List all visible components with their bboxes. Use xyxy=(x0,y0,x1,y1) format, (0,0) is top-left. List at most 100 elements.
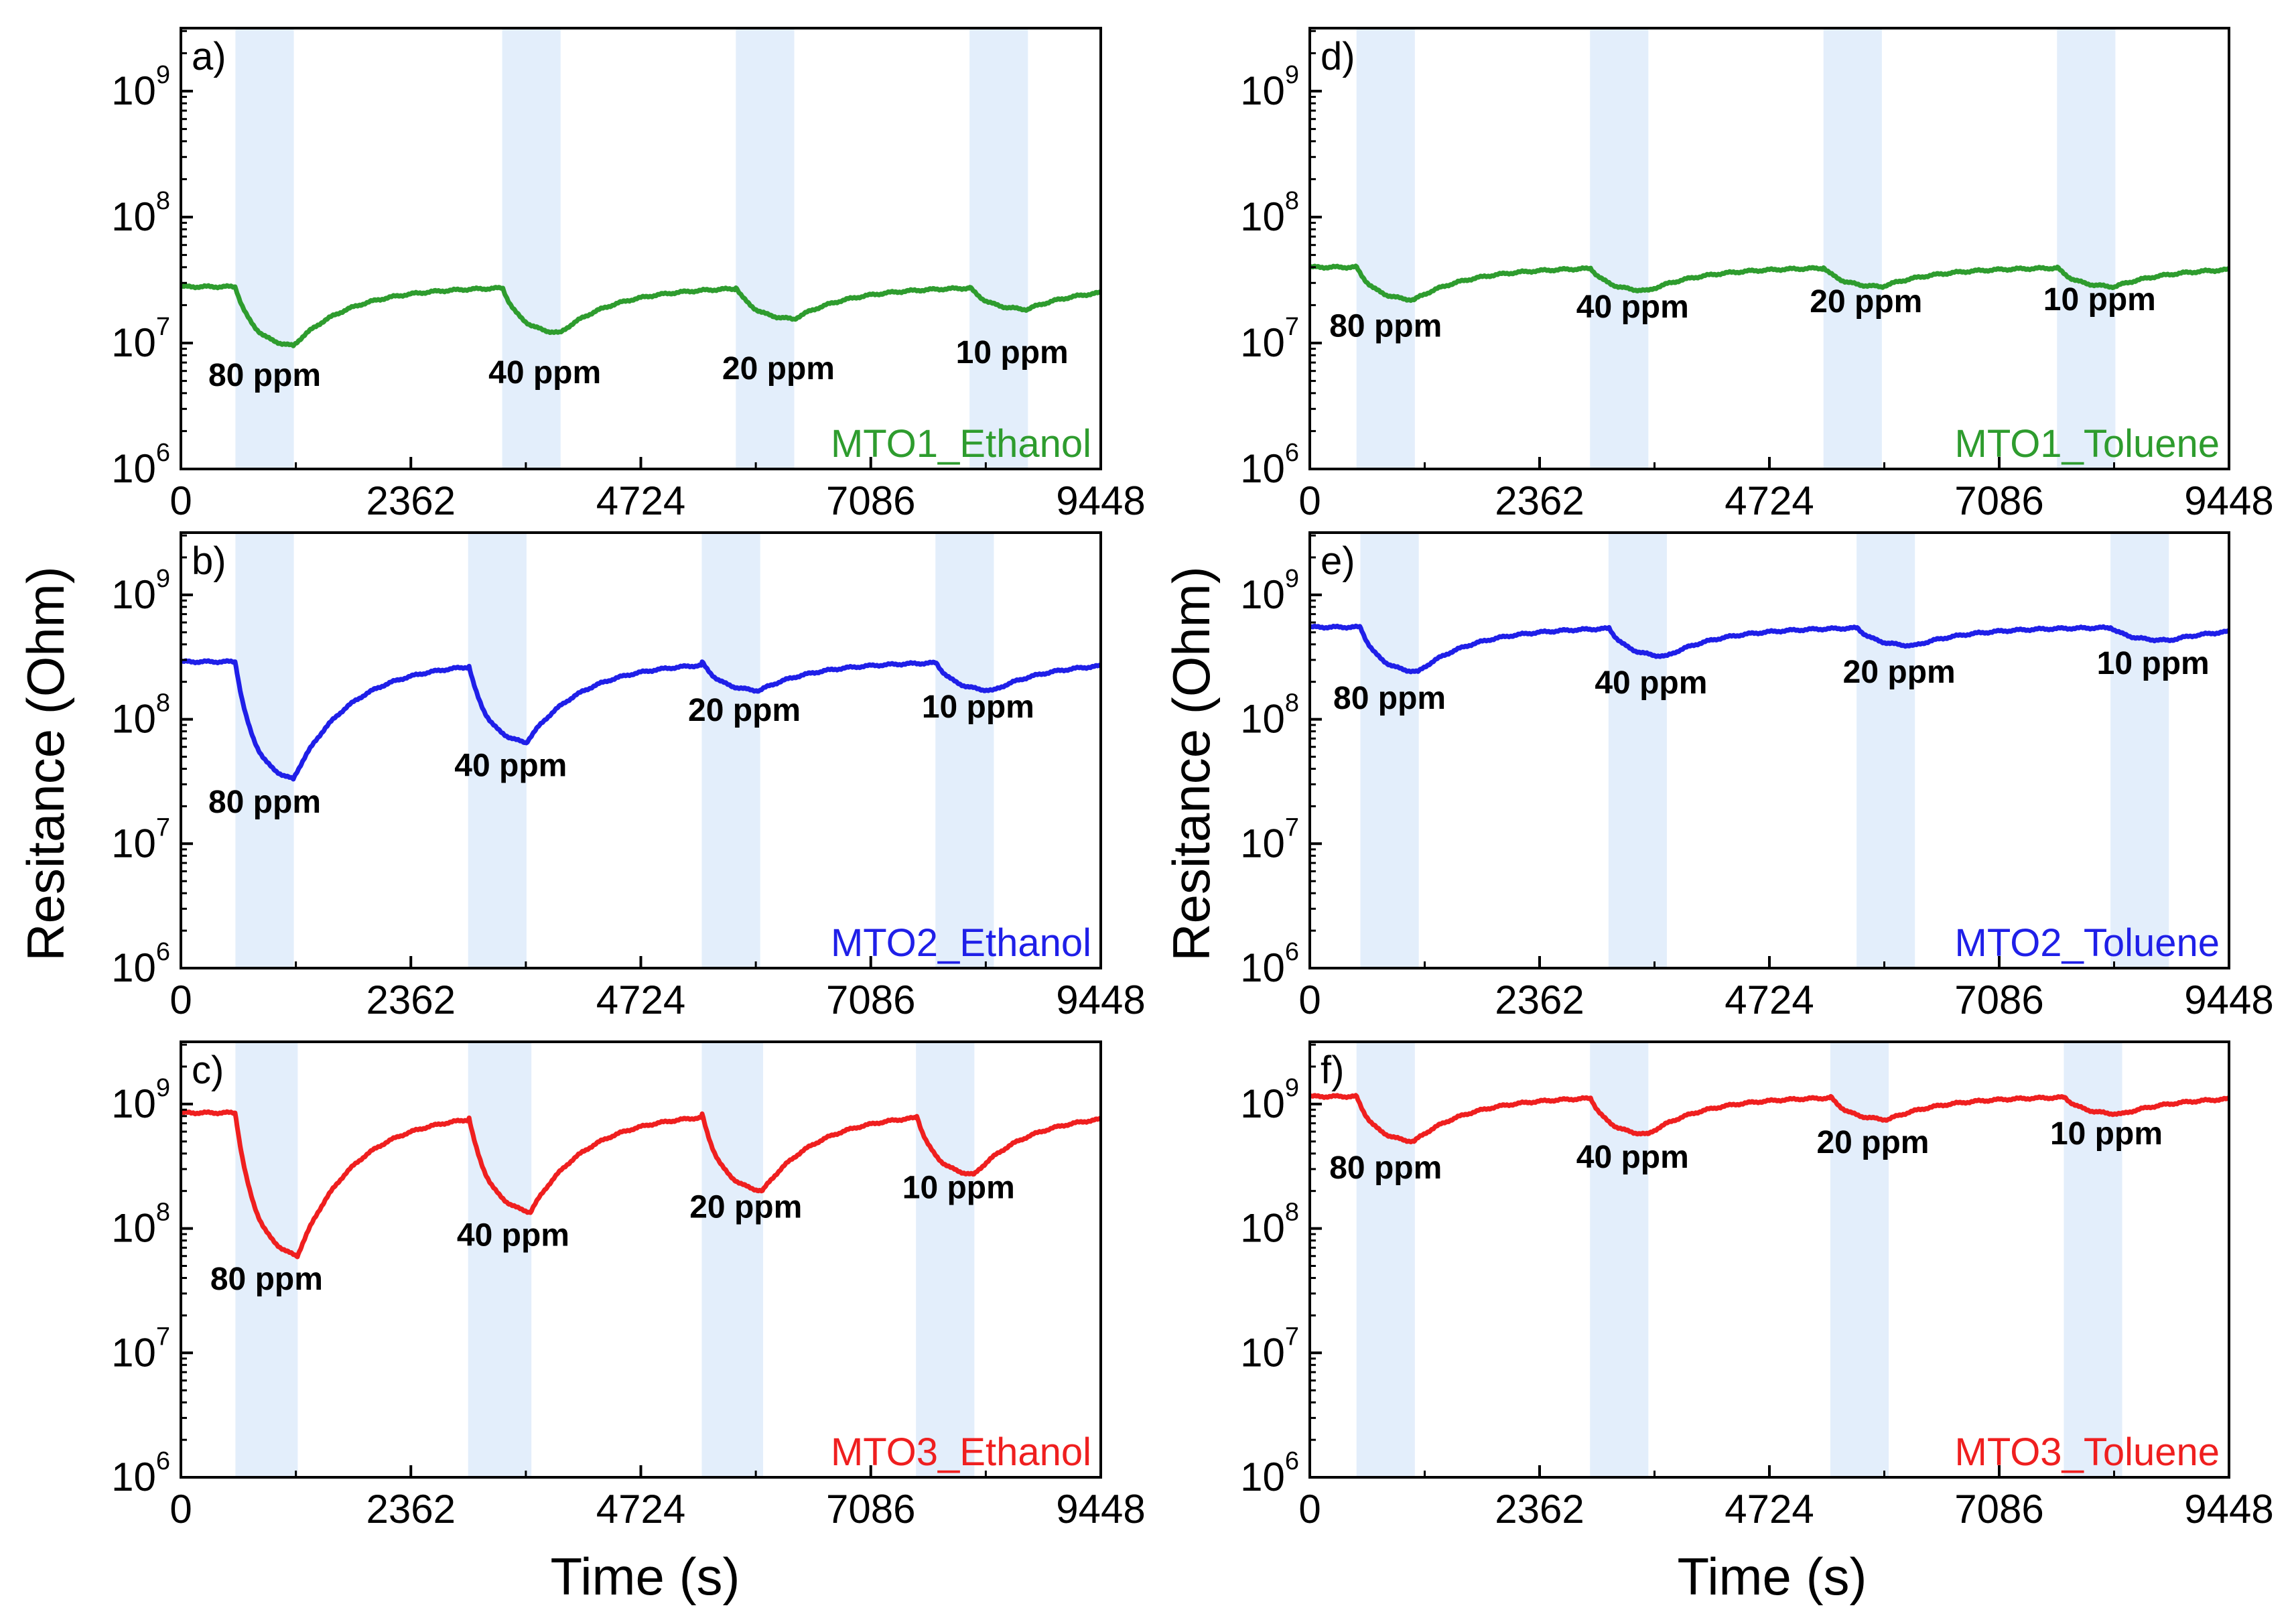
y-tick-label: 106 xyxy=(111,439,170,491)
y-axis-title-right: Resitance (Ohm) xyxy=(1162,566,1221,961)
y-tick-label: 106 xyxy=(1240,1447,1299,1499)
y-tick-label: 109 xyxy=(1240,565,1299,617)
x-tick-label: 7086 xyxy=(826,977,915,1022)
concentration-label: 40 ppm xyxy=(488,355,601,391)
data-series-line xyxy=(1308,263,2230,303)
x-tick-label: 0 xyxy=(1298,478,1321,523)
concentration-label: 40 ppm xyxy=(454,748,567,783)
exposure-band-4 xyxy=(2064,1042,2122,1477)
y-tick-label: 109 xyxy=(111,61,170,113)
sample-label: MTO3_Ethanol xyxy=(831,1430,1091,1474)
x-tick-label: 9448 xyxy=(1056,1487,1145,1532)
concentration-label: 80 ppm xyxy=(1333,681,1446,716)
y-tick-label: 107 xyxy=(1240,813,1299,866)
y-tick-label: 108 xyxy=(111,689,170,742)
concentration-label: 10 ppm xyxy=(922,689,1034,725)
y-tick-label: 106 xyxy=(1240,938,1299,990)
concentration-label: 80 ppm xyxy=(208,358,321,393)
exposure-band-1 xyxy=(1356,1042,1415,1477)
concentration-label: 40 ppm xyxy=(1576,1140,1689,1175)
y-tick-label: 107 xyxy=(1240,313,1299,365)
panel-letter: d) xyxy=(1321,35,1355,78)
x-tick-label: 2362 xyxy=(366,1487,456,1532)
exposure-band-4 xyxy=(2057,28,2116,469)
sample-label: MTO1_Toluene xyxy=(1955,422,2220,466)
concentration-label: 80 ppm xyxy=(208,785,321,820)
sample-label: MTO1_Ethanol xyxy=(831,422,1091,466)
y-tick-label: 109 xyxy=(1240,1074,1299,1126)
exposure-band-4 xyxy=(916,1042,975,1477)
exposure-band-3 xyxy=(701,1042,764,1477)
exposure-band-1 xyxy=(1356,28,1415,469)
data-series-line xyxy=(1308,1093,2230,1144)
exposure-band-2 xyxy=(1608,533,1667,968)
concentration-label: 80 ppm xyxy=(1329,309,1442,344)
sample-label: MTO2_Ethanol xyxy=(831,921,1091,965)
y-tick-label: 108 xyxy=(1240,1199,1299,1251)
chart-panel-f: 106 107 108 109 0 2362 4724 7086 9448 f) MTO3_Tolu… xyxy=(1240,1040,2274,1532)
x-tick-label: 4724 xyxy=(596,1487,685,1532)
x-tick-label: 0 xyxy=(170,1487,192,1532)
x-tick-label: 7086 xyxy=(826,1487,915,1532)
exposure-band-3 xyxy=(736,28,795,469)
concentration-label: 20 ppm xyxy=(1810,284,1922,320)
y-tick-label: 106 xyxy=(1240,439,1299,491)
y-tick-label: 108 xyxy=(111,1199,170,1251)
x-tick-label: 0 xyxy=(1298,1487,1321,1532)
chart-panel-b: 106 107 108 109 0 2362 4724 7086 9448 b) MTO2_Etha… xyxy=(111,531,1146,1022)
x-tick-label: 4724 xyxy=(1725,478,1814,523)
y-tick-label: 108 xyxy=(1240,187,1299,239)
panel-letter: f) xyxy=(1321,1049,1344,1092)
x-axis-title-left: Time (s) xyxy=(550,1547,740,1606)
panel-letter: e) xyxy=(1321,539,1355,583)
exposure-band-3 xyxy=(701,533,760,968)
x-tick-label: 7086 xyxy=(826,478,915,523)
y-tick-label: 108 xyxy=(1240,689,1299,742)
panel-letter: b) xyxy=(192,539,226,583)
exposure-band-1 xyxy=(235,28,294,469)
concentration-label: 20 ppm xyxy=(688,693,801,728)
exposure-band-2 xyxy=(468,533,527,968)
x-tick-label: 4724 xyxy=(1725,1487,1814,1532)
plot-frame xyxy=(180,27,1102,470)
concentration-label: 10 ppm xyxy=(902,1170,1015,1205)
panel-letter: c) xyxy=(192,1049,224,1092)
chart-panel-a: 106 107 108 109 0 2362 4724 7086 9448 a) MTO1_Etha… xyxy=(111,27,1146,523)
data-series-line xyxy=(179,1109,1102,1260)
exposure-band-2 xyxy=(468,1042,532,1477)
y-tick-label: 106 xyxy=(111,1447,170,1499)
concentration-label: 10 ppm xyxy=(2043,282,2156,318)
x-tick-label: 9448 xyxy=(2184,977,2273,1022)
exposure-band-2 xyxy=(502,28,561,469)
concentration-label: 40 ppm xyxy=(1576,289,1689,325)
x-tick-label: 4724 xyxy=(596,977,685,1022)
exposure-band-4 xyxy=(969,28,1028,469)
x-tick-label: 2362 xyxy=(366,478,456,523)
y-tick-label: 106 xyxy=(111,938,170,990)
exposure-band-1 xyxy=(235,533,294,968)
y-tick-label: 109 xyxy=(1240,61,1299,113)
x-tick-label: 0 xyxy=(170,478,192,523)
chart-panel-c: 106 107 108 109 0 2362 4724 7086 9448 c) MTO3_Etha… xyxy=(111,1040,1146,1532)
data-series-line xyxy=(179,658,1102,782)
concentration-label: 40 ppm xyxy=(1595,665,1707,701)
x-tick-label: 0 xyxy=(170,977,192,1022)
y-tick-label: 107 xyxy=(1240,1323,1299,1375)
concentration-label: 80 ppm xyxy=(1329,1150,1442,1186)
concentration-label: 20 ppm xyxy=(689,1190,802,1225)
exposure-band-4 xyxy=(2110,533,2169,968)
concentration-label: 20 ppm xyxy=(1843,655,1956,690)
x-tick-label: 2362 xyxy=(1495,1487,1584,1532)
plot-frame xyxy=(1308,531,2230,969)
concentration-label: 10 ppm xyxy=(956,335,1069,370)
chart-panel-d: 106 107 108 109 0 2362 4724 7086 9448 d) MTO1_Tolu… xyxy=(1240,27,2274,523)
y-tick-label: 109 xyxy=(111,565,170,617)
panel-letter: a) xyxy=(192,35,226,78)
concentration-label: 10 ppm xyxy=(2097,646,2210,681)
x-tick-label: 9448 xyxy=(2184,478,2273,523)
x-tick-label: 7086 xyxy=(1954,977,2043,1022)
chart-panel-e: 106 107 108 109 0 2362 4724 7086 9448 e) MTO2_Tolu… xyxy=(1240,531,2274,1022)
x-tick-label: 9448 xyxy=(1056,977,1145,1022)
sample-label: MTO2_Toluene xyxy=(1955,921,2220,965)
